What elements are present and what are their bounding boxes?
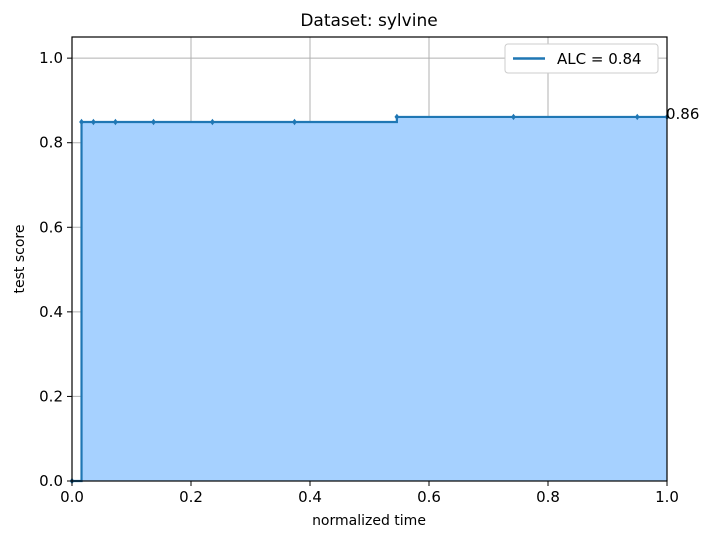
data-points bbox=[69, 113, 670, 485]
annotations: 0.86 bbox=[666, 105, 699, 123]
x-tick-label: 0.6 bbox=[417, 488, 441, 506]
chart-title: Dataset: sylvine bbox=[300, 11, 437, 31]
data-point bbox=[511, 113, 516, 121]
x-axis-ticks: 0.0 0.2 0.4 0.6 0.8 1.0 bbox=[60, 481, 679, 506]
y-tick-label: 0.2 bbox=[39, 387, 63, 405]
x-tick-label: 1.0 bbox=[655, 488, 679, 506]
y-axis-label: test score bbox=[12, 225, 28, 294]
legend: ALC = 0.84 bbox=[504, 43, 659, 74]
y-tick-label: 1.0 bbox=[39, 49, 63, 67]
legend-label: ALC = 0.84 bbox=[557, 50, 642, 68]
x-axis-label: normalized time bbox=[312, 513, 426, 529]
plot-frame bbox=[71, 36, 668, 482]
data-point bbox=[113, 118, 118, 126]
y-axis-ticks: 0.0 0.2 0.4 0.6 0.8 1.0 bbox=[39, 49, 72, 490]
y-tick-label: 0.8 bbox=[39, 134, 63, 152]
x-tick-label: 0.4 bbox=[298, 488, 322, 506]
x-tick-label: 0.0 bbox=[60, 488, 84, 506]
y-tick-label: 0.0 bbox=[39, 472, 63, 490]
y-tick-label: 0.4 bbox=[39, 303, 63, 321]
data-point bbox=[79, 118, 84, 126]
data-point bbox=[634, 113, 640, 121]
annotation-label: 0.86 bbox=[666, 105, 699, 123]
data-point bbox=[151, 118, 156, 126]
data-point bbox=[292, 118, 297, 126]
x-tick-label: 0.2 bbox=[179, 488, 203, 506]
x-tick-label: 0.8 bbox=[536, 488, 560, 506]
data-point bbox=[210, 118, 215, 126]
data-point bbox=[91, 118, 96, 126]
legend-box bbox=[504, 43, 659, 74]
area-fill bbox=[72, 116, 667, 482]
y-tick-label: 0.6 bbox=[39, 218, 63, 236]
data-point bbox=[394, 113, 400, 121]
